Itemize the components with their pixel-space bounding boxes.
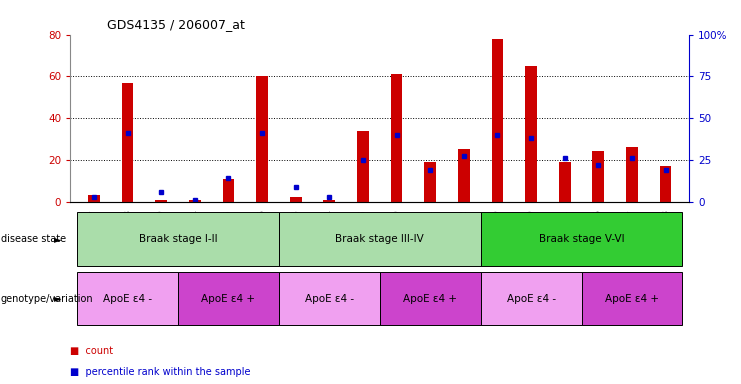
Text: Braak stage V-VI: Braak stage V-VI [539,234,625,244]
Text: Braak stage III-IV: Braak stage III-IV [336,234,424,244]
Text: Braak stage I-II: Braak stage I-II [139,234,217,244]
Bar [88,195,100,202]
Text: ■  percentile rank within the sample: ■ percentile rank within the sample [70,367,251,377]
Text: ApoE ε4 +: ApoE ε4 + [403,293,457,304]
Bar [458,149,470,202]
Bar [659,166,671,202]
Bar [491,39,503,202]
Bar [279,272,380,325]
Bar [279,212,481,266]
Bar [178,272,279,325]
Bar [290,197,302,202]
Bar [77,212,279,266]
Bar [593,152,604,202]
Bar [256,76,268,202]
Text: genotype/variation: genotype/variation [1,293,93,304]
Bar [189,200,201,202]
Bar [77,272,178,325]
Text: ApoE ε4 -: ApoE ε4 - [305,293,354,304]
Bar [626,147,638,202]
Text: ApoE ε4 +: ApoE ε4 + [202,293,256,304]
Bar [222,179,234,202]
Bar [156,200,167,202]
Text: ►: ► [54,234,62,244]
Bar [559,162,571,202]
Text: ApoE ε4 -: ApoE ε4 - [103,293,152,304]
Text: ApoE ε4 +: ApoE ε4 + [605,293,659,304]
Bar [391,74,402,202]
Text: ApoE ε4 -: ApoE ε4 - [507,293,556,304]
Bar [425,162,436,202]
Text: GDS4135 / 206007_at: GDS4135 / 206007_at [107,18,245,31]
Bar [122,83,133,202]
Text: ■  count: ■ count [70,346,113,356]
Bar [481,272,582,325]
Bar [582,272,682,325]
Bar [481,212,682,266]
Bar [380,272,481,325]
Text: ►: ► [54,293,62,304]
Bar [357,131,369,202]
Text: disease state: disease state [1,234,66,244]
Bar [323,200,335,202]
Bar [525,66,537,202]
